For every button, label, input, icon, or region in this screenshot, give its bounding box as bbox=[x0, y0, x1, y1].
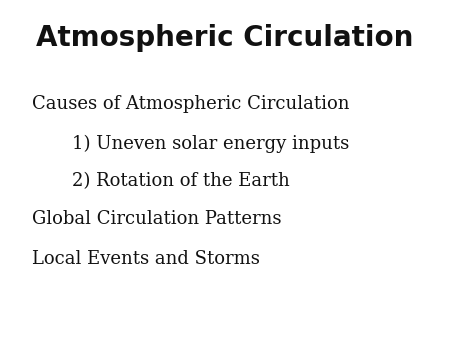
Text: Atmospheric Circulation: Atmospheric Circulation bbox=[36, 24, 414, 52]
Text: Global Circulation Patterns: Global Circulation Patterns bbox=[32, 210, 281, 227]
Text: Causes of Atmospheric Circulation: Causes of Atmospheric Circulation bbox=[32, 95, 349, 113]
Text: Local Events and Storms: Local Events and Storms bbox=[32, 250, 259, 268]
Text: 2) Rotation of the Earth: 2) Rotation of the Earth bbox=[72, 172, 290, 190]
Text: 1) Uneven solar energy inputs: 1) Uneven solar energy inputs bbox=[72, 135, 349, 153]
